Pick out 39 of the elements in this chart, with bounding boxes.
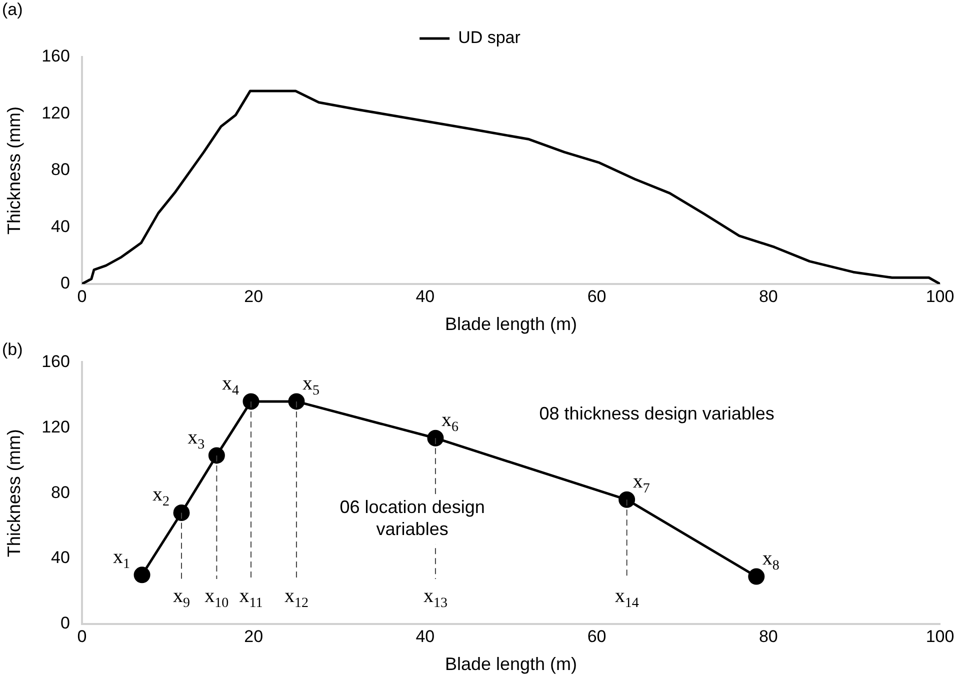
y-tick-label: 160 — [42, 46, 70, 66]
y-axis-title: Thickness (mm) — [4, 106, 24, 235]
legend-label: UD spar — [458, 28, 521, 48]
annotation: 06 location design variables — [340, 497, 485, 540]
x-tick-label: 60 — [587, 286, 606, 306]
x-tick-label: 80 — [758, 626, 778, 646]
point — [208, 447, 225, 464]
point — [288, 393, 305, 410]
x-tick-label: 60 — [587, 626, 606, 646]
chart-title: (b) — [2, 340, 23, 360]
y-tick-label: 40 — [51, 548, 70, 568]
x-tick-label: 20 — [244, 286, 264, 306]
point — [618, 491, 636, 508]
annotation: 08 thickness design variables — [539, 404, 774, 424]
x-tick-label: 0 — [77, 626, 87, 646]
x-tick-label: 20 — [244, 626, 264, 646]
point — [134, 566, 150, 584]
point — [173, 504, 190, 521]
point — [427, 430, 444, 446]
y-tick-label: 120 — [42, 417, 70, 436]
y-tick-label: 120 — [42, 103, 70, 122]
y-tick-label: 80 — [51, 160, 70, 180]
y-tick-label: 0 — [60, 614, 70, 633]
chart-title: (a) — [2, 0, 23, 20]
x-tick-label: 80 — [758, 286, 778, 306]
x-tick-label: 40 — [416, 286, 435, 306]
y-tick-label: 80 — [51, 482, 70, 502]
point — [242, 393, 260, 410]
x-tick-label: 0 — [77, 286, 87, 306]
y-tick-label: 160 — [42, 352, 70, 371]
x-tick-label: 100 — [926, 286, 954, 306]
x-axis-title: Blade length (m) — [444, 314, 578, 334]
y-tick-label: 40 — [51, 216, 70, 236]
point — [748, 568, 765, 585]
y-axis-title: Thickness (mm) — [4, 429, 24, 558]
x-axis-title: Blade length (m) — [444, 654, 578, 674]
x-tick-label: 100 — [926, 626, 954, 646]
x-tick-label: 40 — [416, 626, 435, 646]
y-tick-label: 0 — [60, 274, 70, 293]
